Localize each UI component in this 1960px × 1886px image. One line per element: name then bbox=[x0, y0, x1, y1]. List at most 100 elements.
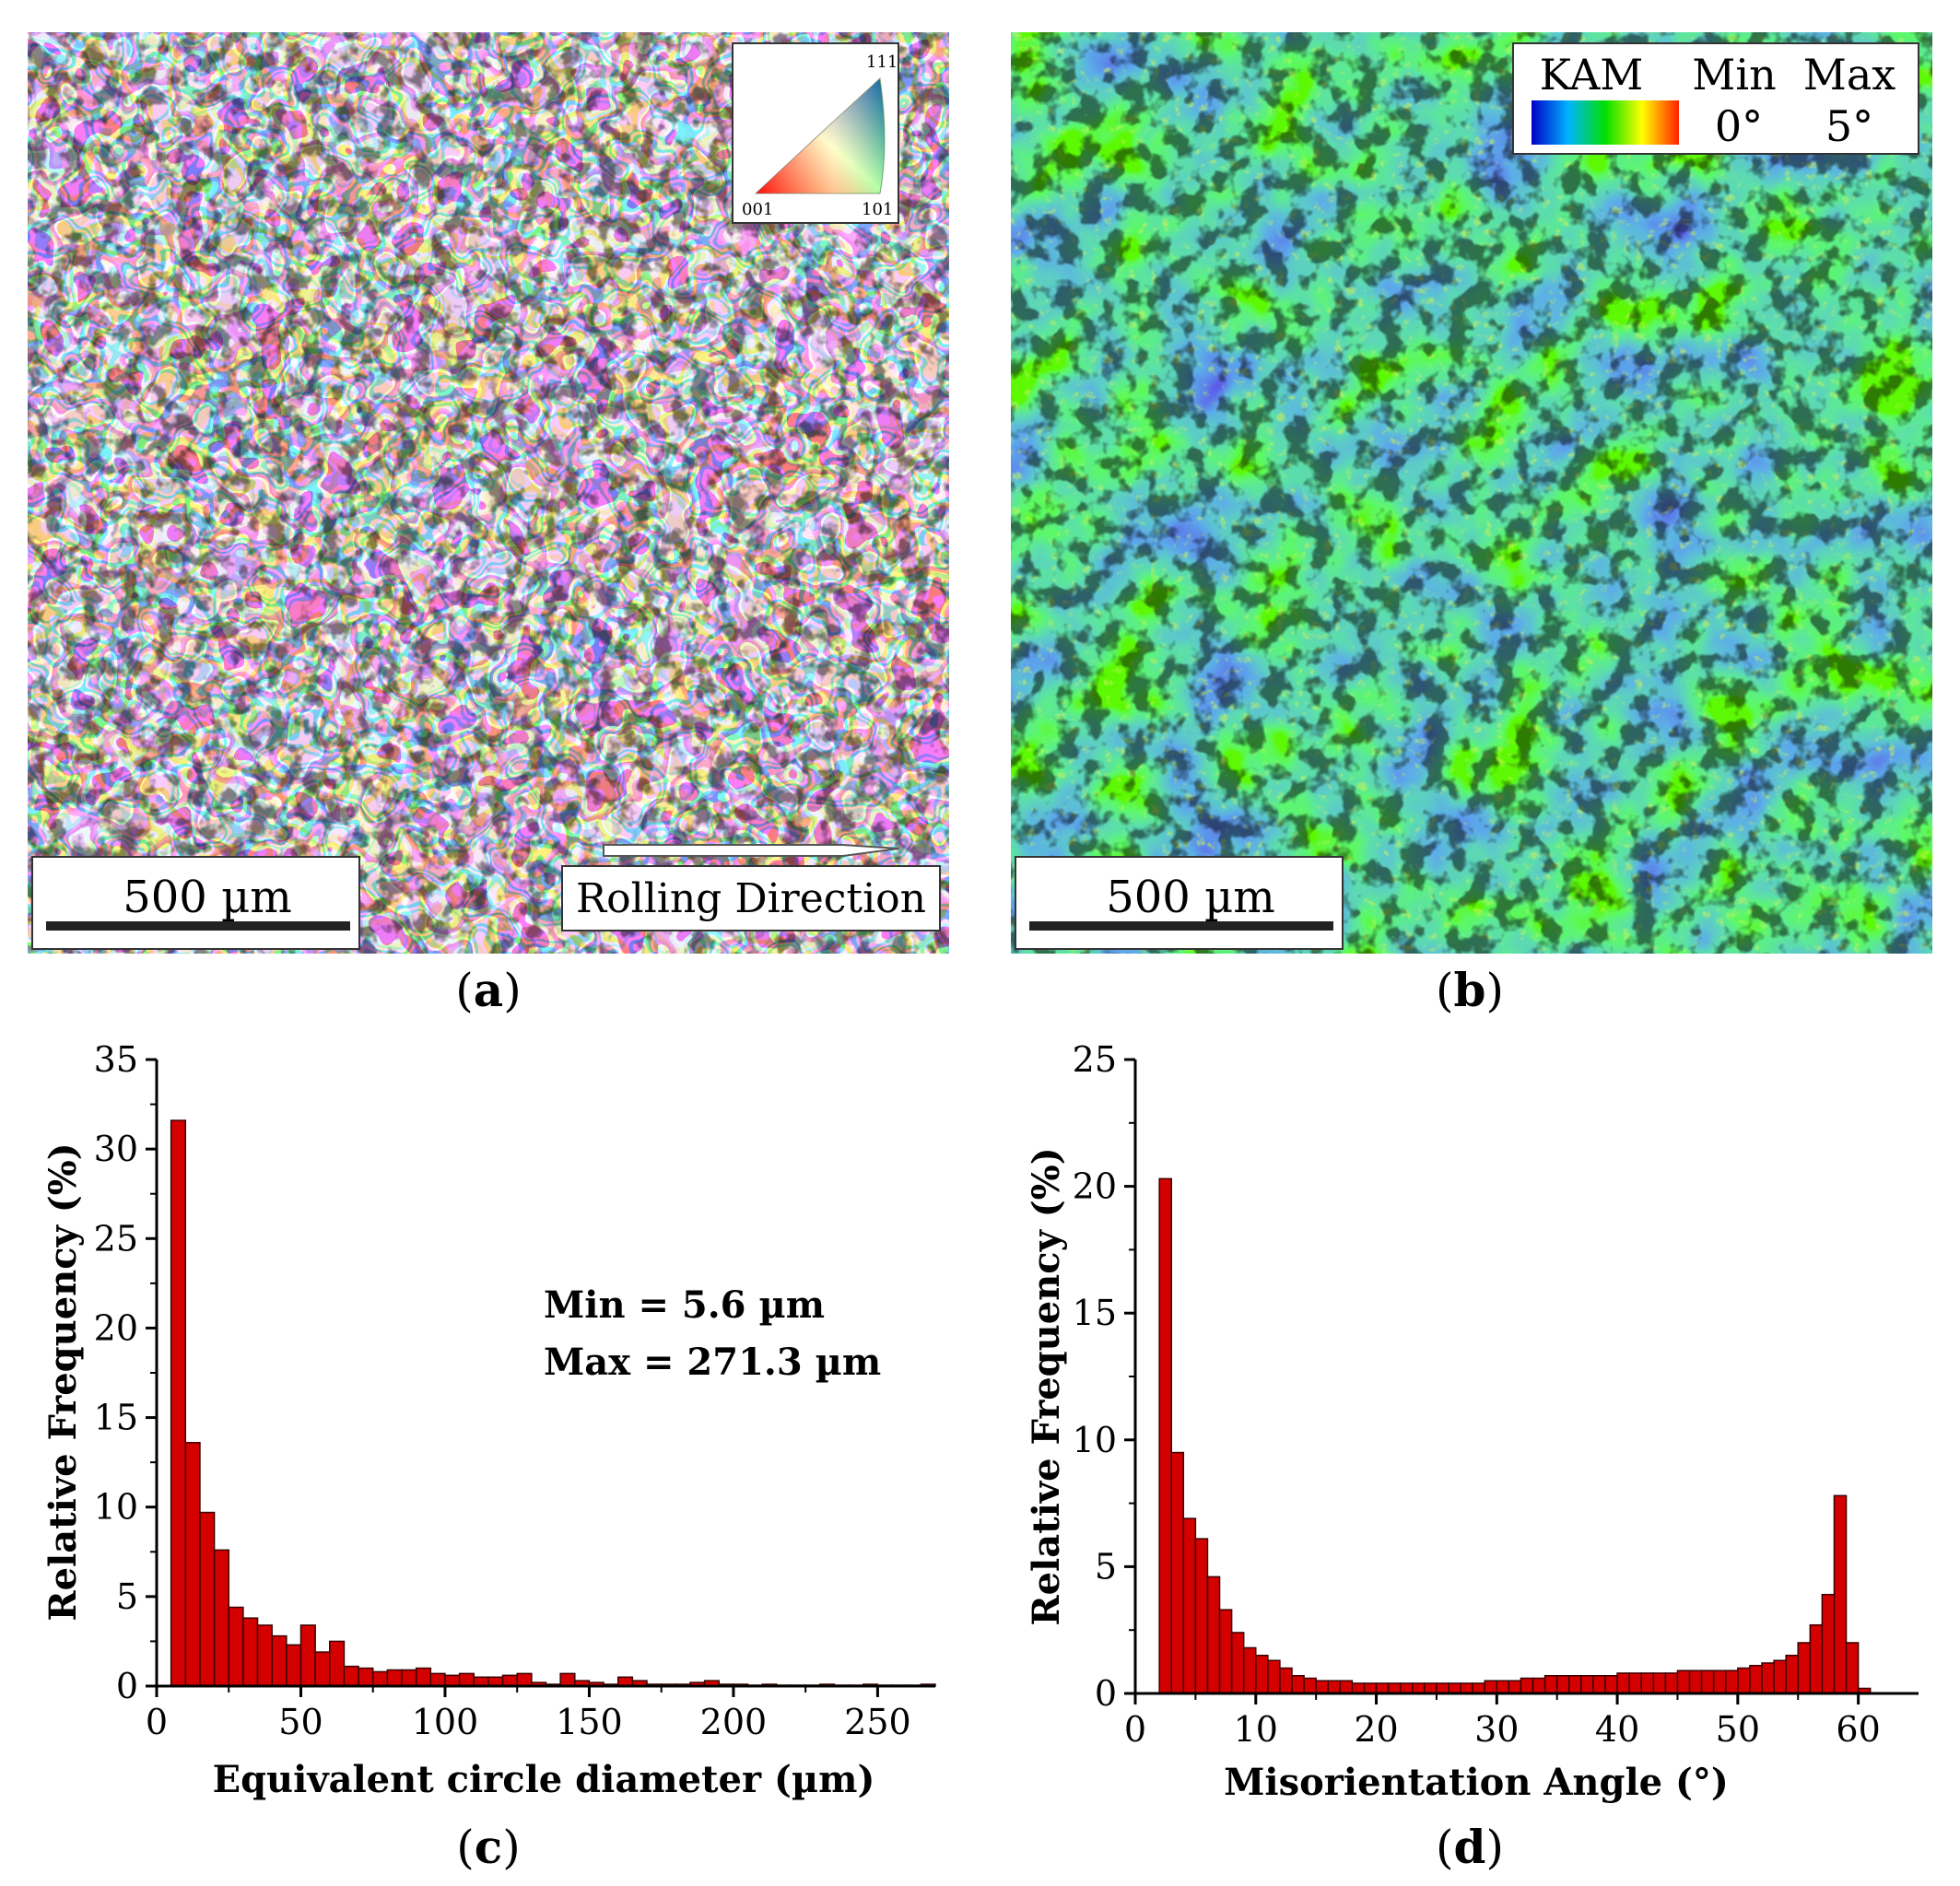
misorientation-bar bbox=[1242, 1646, 1257, 1694]
grain-size-x-tick-label: 0 bbox=[146, 1702, 168, 1742]
misorientation-bar bbox=[1508, 1680, 1522, 1694]
kam-legend-max-label: Max bbox=[1803, 50, 1896, 100]
misorientation-bar bbox=[1424, 1682, 1438, 1694]
misorientation-bar bbox=[1520, 1677, 1534, 1694]
misorientation-x-tick-label: 0 bbox=[1124, 1709, 1146, 1750]
grain-size-x-tick-label: 50 bbox=[278, 1702, 323, 1742]
misorientation-bar bbox=[1399, 1682, 1414, 1694]
grain-size-y-tick-label: 10 bbox=[94, 1487, 138, 1528]
misorientation-bar bbox=[1267, 1659, 1281, 1694]
misorientation-bar bbox=[1543, 1674, 1558, 1694]
misorientation-bar bbox=[1363, 1682, 1378, 1694]
grain-size-y-tick-label: 30 bbox=[94, 1129, 138, 1169]
scale-bar-line-b bbox=[1029, 921, 1333, 931]
misorientation-bar bbox=[1725, 1669, 1739, 1694]
scale-bar-a: 500 µm bbox=[31, 856, 360, 950]
misorientation-bar bbox=[1472, 1682, 1485, 1694]
grain-size-bar bbox=[429, 1672, 446, 1687]
misorientation-bar bbox=[1628, 1672, 1642, 1694]
grain-size-annotation-max: Max = 271.3 µm bbox=[544, 1341, 881, 1384]
misorientation-y-label: Relative Frequency (%) bbox=[1025, 1147, 1068, 1625]
rolling-direction: Rolling Direction bbox=[561, 844, 941, 931]
misorientation-bar bbox=[1182, 1517, 1197, 1694]
rolling-direction-arrow bbox=[603, 844, 899, 857]
caption-c: (c) bbox=[456, 1820, 521, 1874]
grain-size-x-tick-label: 150 bbox=[556, 1702, 623, 1742]
misorientation-bar bbox=[1158, 1177, 1172, 1694]
scale-bar-b: 500 µm bbox=[1015, 856, 1344, 950]
misorientation-plot-area bbox=[1158, 1177, 1872, 1694]
grain-size-bar bbox=[516, 1672, 533, 1687]
misorientation-bar bbox=[1797, 1642, 1812, 1694]
kam-grain-boundaries bbox=[1011, 32, 1932, 954]
misorientation-bar bbox=[1688, 1669, 1703, 1694]
grain-size-y-tick-label: 0 bbox=[116, 1666, 138, 1706]
grain-size-bar bbox=[444, 1674, 461, 1687]
grain-size-axes: 0 5 10 15 20 25 30 35 0 50 100 150 200 250 bbox=[94, 1041, 935, 1742]
misorientation-bar bbox=[1412, 1682, 1426, 1694]
ipf-legend: 111 001 101 bbox=[732, 42, 899, 224]
misorientation-bar bbox=[1327, 1680, 1342, 1694]
grain-size-bar bbox=[559, 1672, 576, 1687]
grain-size-y-label: Relative Frequency (%) bbox=[41, 1142, 85, 1621]
grain-size-x-label: Equivalent circle diameter (µm) bbox=[213, 1758, 875, 1801]
misorientation-y-tick-label: 0 bbox=[1095, 1673, 1117, 1714]
misorientation-axes: 0 5 10 15 20 25 0 10 20 30 40 50 60 bbox=[1073, 1041, 1919, 1750]
misorientation-bar bbox=[1496, 1680, 1510, 1694]
ipf-label-111: 111 bbox=[866, 53, 898, 72]
misorientation-bar bbox=[1712, 1669, 1727, 1694]
grain-size-y-tick-label: 15 bbox=[94, 1398, 138, 1438]
misorientation-bar bbox=[1194, 1538, 1209, 1694]
misorientation-bar bbox=[1749, 1664, 1763, 1694]
grain-size-x-tick-label: 200 bbox=[700, 1702, 768, 1742]
kam-legend-title: KAM bbox=[1540, 50, 1644, 100]
caption-a: (a) bbox=[455, 963, 522, 1017]
misorientation-bar bbox=[1484, 1680, 1498, 1694]
ipf-label-001: 001 bbox=[742, 200, 773, 219]
caption-b: (b) bbox=[1436, 963, 1504, 1017]
grain-size-bar bbox=[386, 1669, 403, 1687]
grain-size-bar bbox=[329, 1640, 346, 1687]
misorientation-bar bbox=[1809, 1623, 1824, 1694]
misorientation-bar bbox=[1255, 1654, 1269, 1694]
misorientation-bar bbox=[1773, 1659, 1787, 1694]
grain-size-bar bbox=[314, 1651, 331, 1687]
misorientation-bar bbox=[1279, 1667, 1293, 1694]
grain-size-bar bbox=[242, 1617, 259, 1687]
misorientation-bar bbox=[1580, 1674, 1594, 1694]
misorientation-bar bbox=[1448, 1682, 1461, 1694]
grain-size-y-tick-label: 35 bbox=[94, 1041, 138, 1080]
misorientation-y-tick-label: 15 bbox=[1073, 1293, 1117, 1333]
grain-size-bar bbox=[199, 1511, 216, 1687]
misorientation-x-tick-label: 60 bbox=[1836, 1709, 1880, 1750]
misorientation-bar bbox=[1604, 1674, 1618, 1694]
rolling-direction-label: Rolling Direction bbox=[576, 875, 926, 922]
grain-size-bar bbox=[228, 1606, 244, 1687]
kam-colorbar bbox=[1532, 100, 1679, 145]
misorientation-y-tick-label: 20 bbox=[1073, 1166, 1117, 1207]
misorientation-bar bbox=[1761, 1662, 1775, 1694]
misorientation-bar bbox=[1351, 1682, 1366, 1694]
misorientation-bar bbox=[1339, 1680, 1354, 1694]
kam-legend-max-value: 5° bbox=[1825, 101, 1873, 151]
misorientation-bar bbox=[1737, 1667, 1751, 1694]
kam-legend: KAM Min Max 0° 5° bbox=[1512, 42, 1919, 155]
misorientation-y-tick-label: 25 bbox=[1073, 1041, 1117, 1080]
misorientation-bar bbox=[1387, 1682, 1402, 1694]
misorientation-bar bbox=[1640, 1672, 1655, 1694]
scale-bar-label-b: 500 µm bbox=[1106, 872, 1275, 923]
scale-bar-line-a bbox=[46, 921, 350, 931]
kam-legend-min-label: Min bbox=[1692, 50, 1776, 100]
grain-size-bar bbox=[256, 1624, 273, 1687]
kam-map: KAM Min Max 0° 5° 500 µm bbox=[1011, 32, 1932, 954]
grain-size-bar bbox=[271, 1634, 288, 1687]
grain-size-bar bbox=[458, 1672, 475, 1687]
kam-legend-min-value: 0° bbox=[1715, 101, 1763, 151]
misorientation-bar bbox=[1833, 1494, 1848, 1694]
misorientation-bar bbox=[1303, 1677, 1317, 1694]
grain-size-bar bbox=[415, 1667, 432, 1687]
grain-size-bar bbox=[358, 1667, 374, 1687]
scale-bar-label-a: 500 µm bbox=[123, 872, 292, 923]
misorientation-bar bbox=[1170, 1451, 1185, 1694]
misorientation-bar bbox=[1206, 1576, 1221, 1694]
